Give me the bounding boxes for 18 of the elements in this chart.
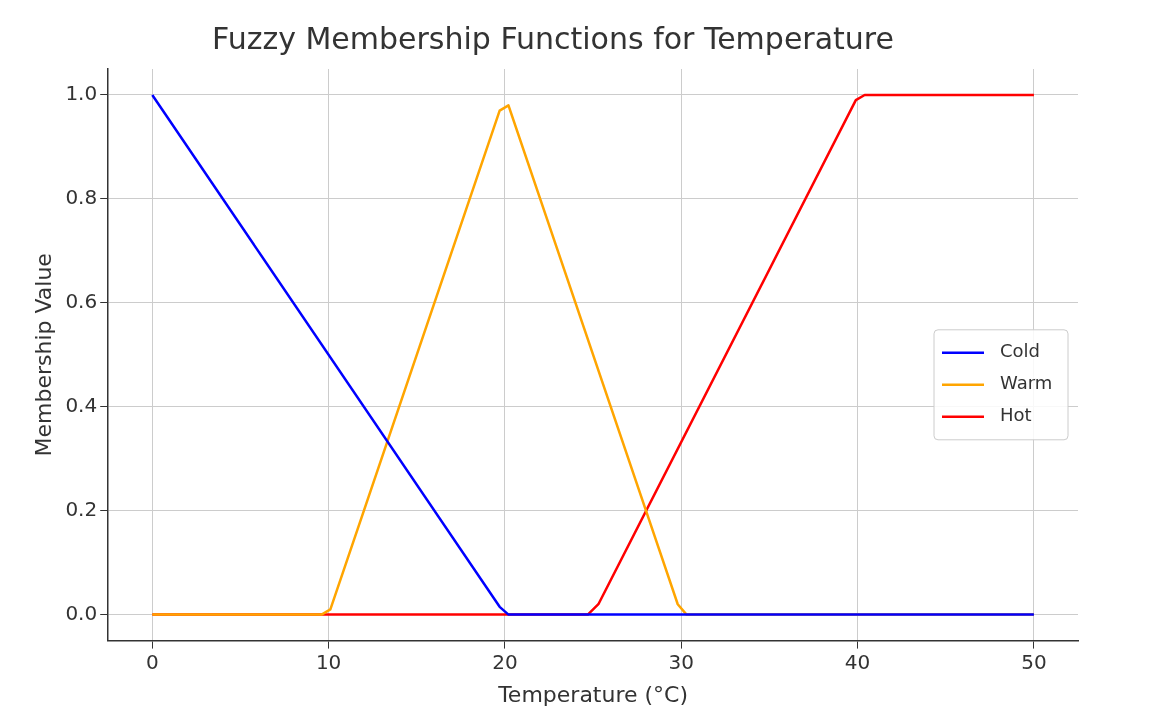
chart-title: Fuzzy Membership Functions for Temperature xyxy=(212,20,894,56)
x-tick-label: 50 xyxy=(1021,649,1047,674)
legend-label: Cold xyxy=(1000,340,1041,362)
x-axis-title: Temperature (°C) xyxy=(497,681,689,707)
y-axis-title: Membership Value xyxy=(30,253,56,457)
y-tick-label: 0.6 xyxy=(65,289,98,314)
x-tick-label: 20 xyxy=(492,649,518,674)
y-tick-label: 0.0 xyxy=(65,600,98,625)
legend-label: Warm xyxy=(1000,372,1053,394)
x-tick-label: 30 xyxy=(668,649,694,674)
y-tick-label: 1.0 xyxy=(65,81,98,106)
x-tick-label: 40 xyxy=(844,649,871,674)
y-tick-label: 0.8 xyxy=(65,185,98,210)
y-tick-label: 0.2 xyxy=(65,496,98,521)
x-tick-label: 10 xyxy=(315,649,342,674)
legend-label: Hot xyxy=(1000,404,1032,426)
y-tick-label: 0.4 xyxy=(65,392,98,417)
x-tick-label: 0 xyxy=(145,649,159,674)
